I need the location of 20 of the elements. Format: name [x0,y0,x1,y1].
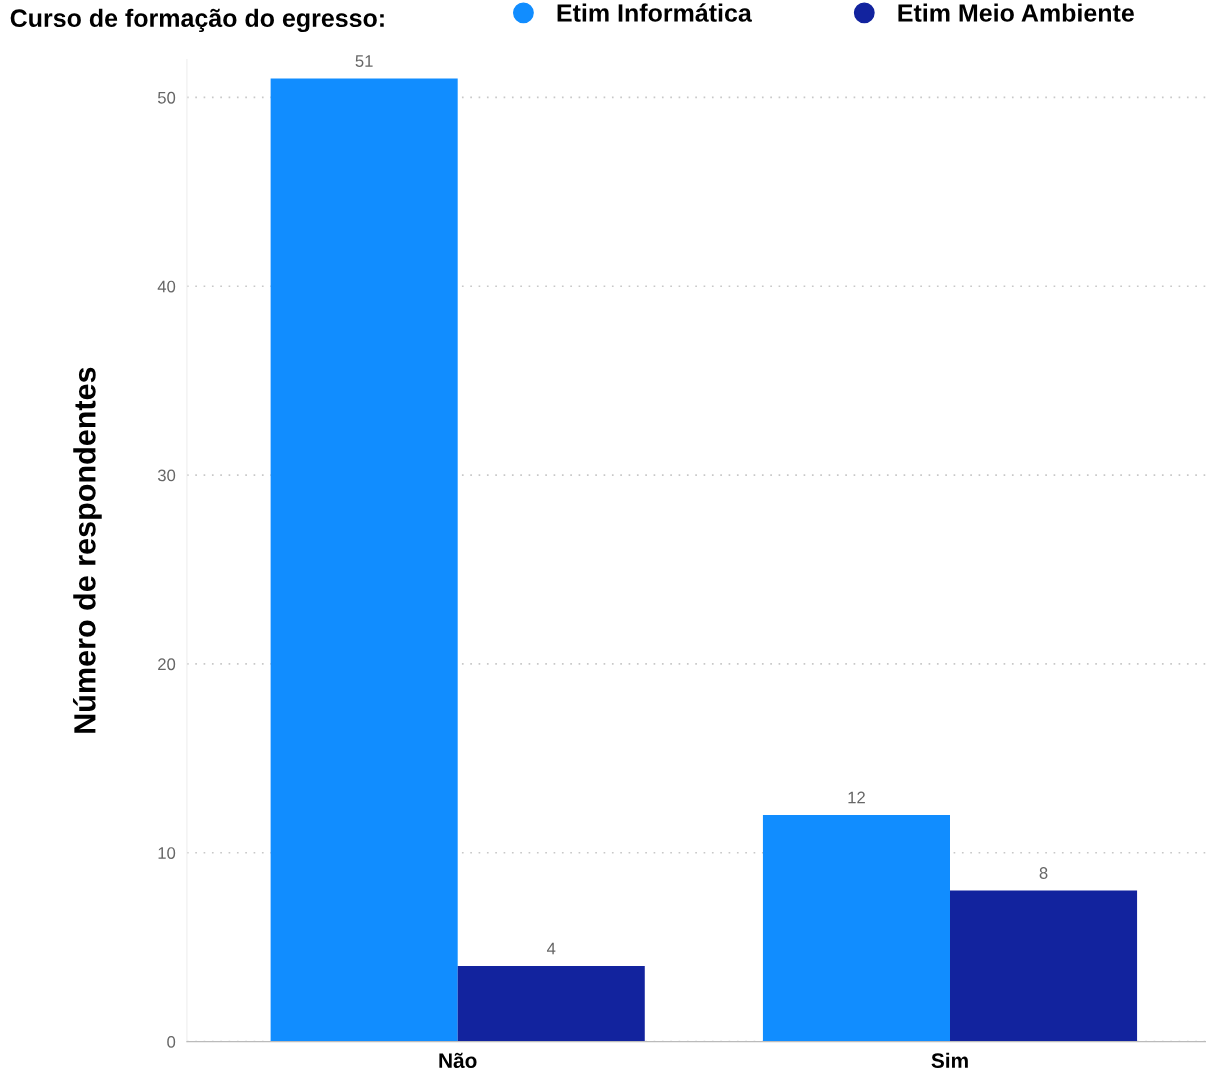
legend-title: Curso de formação do egresso: [10,8,384,33]
y-tick-label: 0 [167,1036,176,1048]
data-label: 12 [848,791,865,804]
y-tick-label: 50 [157,91,176,104]
x-tick-label: Não [439,1052,477,1069]
bar [762,815,950,1042]
y-tick-label: 40 [157,280,176,293]
y-tick-label: 30 [157,469,176,482]
legend-label: Etim Informática [557,3,752,22]
bar [270,78,458,1042]
data-label: 51 [355,55,373,67]
bar [457,966,645,1042]
y-tick-label: 10 [158,847,176,859]
y-tick-label: 20 [158,658,176,671]
data-label: 8 [1039,867,1048,879]
legend-label: Etim Meio Ambiente [898,3,1134,22]
x-tick-label: Sim [931,1052,968,1069]
y-axis-title: Número de respondentes [72,367,102,733]
data-label: 4 [546,942,556,955]
bar [950,890,1138,1042]
